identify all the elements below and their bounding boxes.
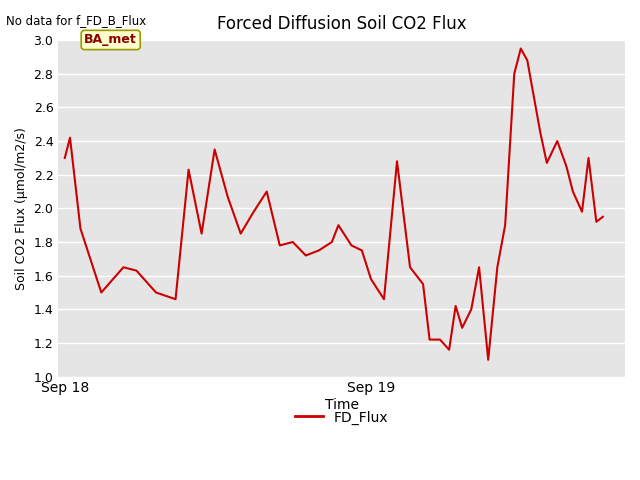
Legend: FD_Flux: FD_Flux [289, 405, 394, 430]
X-axis label: Time: Time [324, 398, 358, 412]
Y-axis label: Soil CO2 Flux (μmol/m2/s): Soil CO2 Flux (μmol/m2/s) [15, 127, 28, 290]
Text: BA_met: BA_met [84, 34, 137, 47]
Title: Forced Diffusion Soil CO2 Flux: Forced Diffusion Soil CO2 Flux [217, 15, 467, 33]
Text: No data for f_FD_B_Flux: No data for f_FD_B_Flux [6, 14, 147, 27]
